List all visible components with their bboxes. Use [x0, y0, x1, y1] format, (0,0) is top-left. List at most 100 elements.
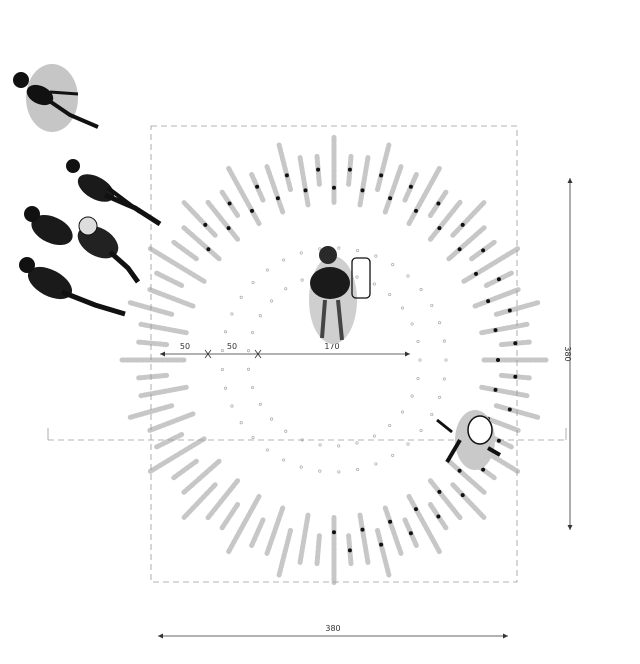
radial-pole	[406, 493, 443, 556]
radial-pole	[297, 154, 311, 208]
ring-dot	[355, 441, 359, 445]
ring-dot	[270, 417, 274, 421]
ring-dot	[372, 434, 376, 438]
ring-dot	[284, 429, 288, 433]
pole-marker	[379, 542, 384, 547]
radial-pole	[382, 505, 404, 556]
ring-dot	[388, 292, 392, 297]
pole-marker	[227, 201, 232, 206]
height-dimension-line: 380	[563, 178, 573, 530]
ring-dot	[442, 377, 446, 381]
pole-marker	[481, 467, 486, 472]
ring-dot	[246, 367, 251, 371]
pole-marker	[360, 188, 365, 193]
ring-dot	[442, 339, 446, 343]
ring-dot	[410, 394, 414, 398]
ring-dot	[355, 275, 359, 279]
pole-marker	[513, 374, 518, 379]
ring-dot	[265, 268, 269, 272]
radial-pole	[427, 478, 463, 521]
ring-dot	[270, 299, 274, 303]
radial-pole	[147, 287, 196, 309]
pole-marker	[513, 341, 518, 346]
ring-dot	[220, 348, 224, 353]
radial-pole	[126, 299, 175, 317]
radial-pole	[225, 493, 262, 556]
ring-dot	[372, 282, 376, 286]
ring-dot	[438, 321, 442, 325]
pole-marker	[436, 201, 441, 206]
width-dimension-line: 380	[158, 624, 508, 639]
radial-pole	[181, 482, 218, 520]
radial-pole	[225, 164, 262, 227]
ring-dot	[337, 470, 341, 474]
pole-marker	[332, 185, 336, 190]
pole-marker	[493, 387, 498, 392]
pole-marker	[457, 247, 462, 252]
pole-marker	[486, 299, 491, 304]
ring-dot	[258, 314, 262, 318]
radial-pole	[375, 142, 392, 193]
radial-pole	[297, 512, 311, 566]
ring-dot	[251, 280, 255, 285]
ring-dot	[282, 258, 286, 262]
radial-pole	[170, 458, 199, 481]
ring-dot	[230, 312, 234, 316]
person-figure-left-2	[24, 206, 141, 284]
pole-marker	[226, 226, 231, 231]
ring-dot	[250, 385, 255, 390]
ring-dot	[239, 295, 243, 299]
dimension-label-width: 380	[325, 624, 340, 633]
radial-pole	[248, 517, 266, 549]
radial-pole	[450, 482, 487, 520]
radial-pole	[264, 505, 286, 556]
ring-dot	[406, 274, 410, 278]
pole-marker	[437, 489, 442, 494]
pole-marker	[493, 328, 498, 333]
ring-dot	[246, 349, 251, 353]
ring-dot	[239, 421, 243, 425]
pole-marker	[474, 271, 478, 276]
radial-pole	[406, 164, 443, 227]
ring-dot	[318, 443, 322, 447]
pole-marker	[303, 188, 308, 193]
pole-marker	[203, 222, 208, 227]
ring-dot	[299, 251, 303, 255]
radial-pole	[136, 339, 170, 348]
ring-dot	[416, 376, 420, 381]
pole-marker	[507, 407, 512, 412]
radial-pole	[219, 502, 241, 532]
pole-marker	[460, 493, 465, 498]
ring-dot	[300, 438, 304, 442]
radial-pole	[153, 270, 185, 288]
pole-marker	[414, 507, 418, 512]
radial-pole	[427, 199, 463, 242]
dimension-label-50b: 50	[227, 342, 237, 351]
radial-pole	[136, 372, 170, 381]
ring-dot	[282, 458, 286, 462]
ring-dot	[388, 423, 392, 428]
radial-pole	[147, 411, 196, 433]
ring-dot	[230, 404, 234, 408]
ring-dot	[400, 306, 405, 310]
radial-pole	[181, 458, 222, 495]
ring-dot	[410, 322, 414, 326]
ring-dot	[374, 462, 378, 466]
pole-marker	[481, 248, 486, 253]
ring-dot	[406, 442, 410, 446]
radial-pole	[138, 384, 189, 399]
radial-pole	[264, 164, 286, 215]
radial-pole	[314, 533, 322, 568]
pole-marker	[206, 247, 211, 252]
ring-dot	[265, 448, 269, 452]
radial-pole	[446, 458, 487, 495]
ring-dot	[400, 410, 405, 414]
radial-pole	[181, 225, 222, 262]
pole-marker	[250, 208, 254, 213]
person-figure-top-left	[13, 64, 99, 132]
ring-dot	[300, 278, 304, 282]
interior-dimension-line: 50 50 170	[160, 342, 410, 359]
ring-dot	[250, 330, 255, 335]
pole-marker	[316, 167, 321, 172]
pole-marker	[347, 548, 352, 553]
